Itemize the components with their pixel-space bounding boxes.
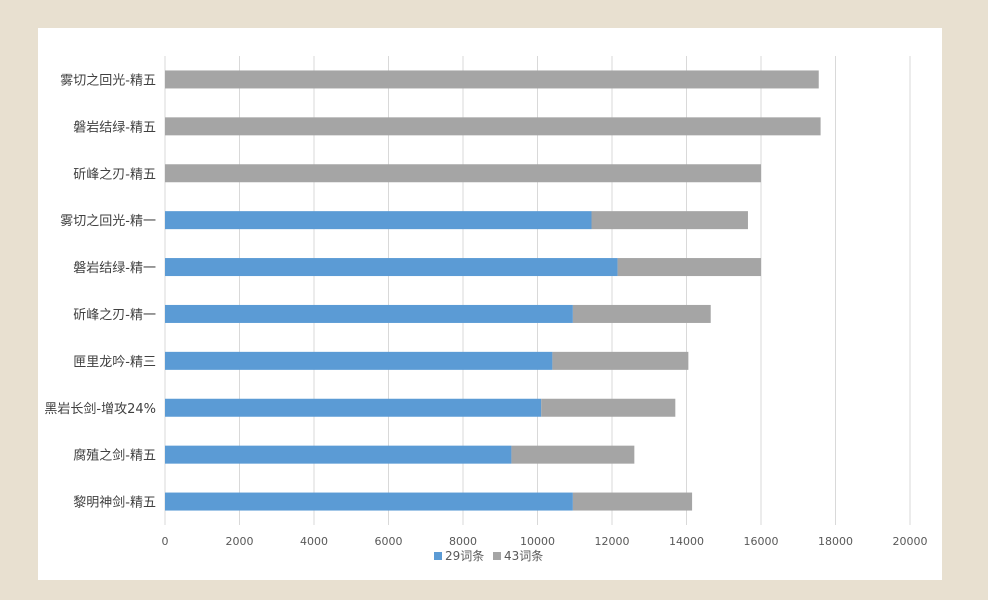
bar-segment-series1 xyxy=(165,304,573,323)
chart-panel: 雾切之回光-精五磐岩结绿-精五 斫峰之刃-精五雾切之回光-精一磐岩结绿-精一 斫峰之… xyxy=(38,28,942,580)
x-tick-label: 14000 xyxy=(669,535,704,548)
stacked-bar-chart: 雾切之回光-精五磐岩结绿-精五斫峰之刃-精五雾切之回光-精一磐岩结绿-精一斫峰之… xyxy=(44,56,928,563)
bar-segment-series1 xyxy=(165,398,542,417)
category-label: 雾切之回光-精一 xyxy=(60,214,156,229)
bar-segment-series2 xyxy=(165,164,761,183)
category-label: 雾切之回光-精五 xyxy=(60,73,156,88)
x-tick-label: 4000 xyxy=(300,535,328,548)
bar-segment-series1 xyxy=(165,211,592,230)
x-tick-labels: 0 2000 4000 6000 8000 10000 12000 14000 16000 180… xyxy=(162,535,928,548)
x-tick-label: 2000 xyxy=(226,535,254,548)
bar-segment-series2 xyxy=(165,117,821,136)
bar-segment-series2 xyxy=(572,304,711,323)
legend-swatch xyxy=(493,552,501,560)
x-tick-label: 16000 xyxy=(744,535,779,548)
legend: 29词条 43词条 xyxy=(434,549,543,563)
bar-segment-series2 xyxy=(511,445,635,464)
bar-segment-series1 xyxy=(165,351,553,370)
bar-segment-series1 xyxy=(165,258,618,277)
legend-swatch xyxy=(434,552,442,560)
x-tick-label: 18000 xyxy=(818,535,853,548)
bar-segment-series2 xyxy=(572,492,693,511)
bar-segment-series1 xyxy=(165,445,512,464)
category-label: 黑岩长剑-增攻24% xyxy=(44,401,156,417)
category-label: 腐殖之剑-精五 xyxy=(73,448,156,464)
bar-segment-series2 xyxy=(591,211,748,230)
category-label: 斫峰之刃-精一 xyxy=(73,308,156,323)
category-label: 磐岩结绿-精一 xyxy=(73,261,156,276)
legend-label: 43词条 xyxy=(504,549,543,563)
legend-label: 29词条 xyxy=(445,549,484,563)
category-label: 磐岩结绿-精五 xyxy=(73,120,156,135)
bar-segment-series2 xyxy=(541,398,676,417)
bar-segment-series2 xyxy=(552,351,689,370)
x-tick-label: 8000 xyxy=(449,535,477,548)
x-tick-label: 0 xyxy=(162,535,169,548)
category-label: 匣里龙吟-精三 xyxy=(73,354,156,370)
x-tick-label: 12000 xyxy=(595,535,630,548)
category-labels: 雾切之回光-精五磐岩结绿-精五斫峰之刃-精五雾切之回光-精一磐岩结绿-精一斫峰之… xyxy=(44,73,156,510)
bar-segment-series2 xyxy=(165,70,819,89)
category-label: 斫峰之刃-精五 xyxy=(73,167,156,182)
category-label: 黎明神剑-精五 xyxy=(73,495,156,511)
x-tick-label: 20000 xyxy=(893,535,928,548)
bar-segment-series1 xyxy=(165,492,573,511)
bar-group xyxy=(165,70,821,511)
bar-segment-series2 xyxy=(617,258,761,277)
x-tick-label: 10000 xyxy=(520,535,555,548)
x-tick-label: 6000 xyxy=(375,535,403,548)
